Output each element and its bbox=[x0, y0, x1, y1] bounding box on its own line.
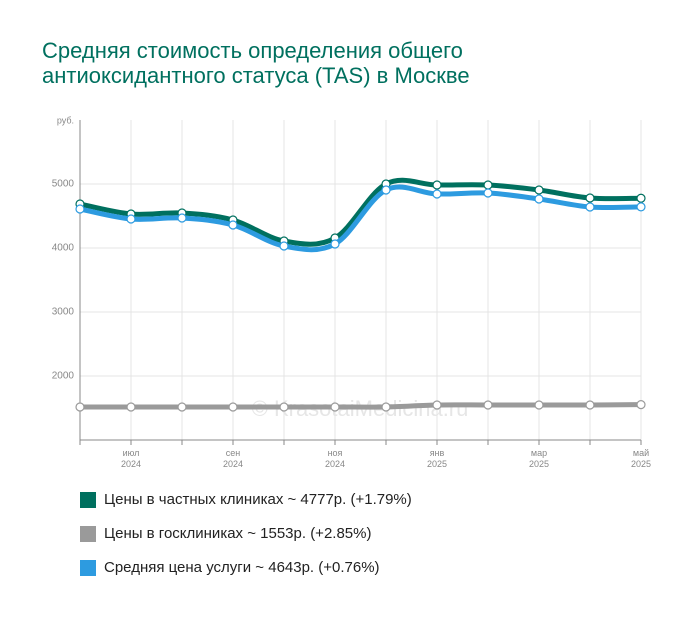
marker bbox=[534, 185, 544, 195]
legend-swatch bbox=[80, 492, 96, 508]
marker bbox=[330, 402, 340, 412]
marker bbox=[585, 202, 595, 212]
marker bbox=[585, 193, 595, 203]
legend-label: Цены в частных клиниках ~ 4777р. (+1.79%… bbox=[104, 491, 412, 508]
x-tick-label: май 2025 bbox=[631, 448, 651, 469]
line bbox=[79, 177, 642, 247]
marker bbox=[279, 402, 289, 412]
marker bbox=[177, 213, 187, 223]
marker bbox=[330, 239, 340, 249]
legend-swatch bbox=[80, 526, 96, 542]
y-tick-label: 5000 bbox=[52, 179, 75, 190]
legend-label: Цены в госклиниках ~ 1553р. (+2.85%) bbox=[104, 525, 371, 542]
y-tick-label: 2000 bbox=[52, 371, 75, 382]
x-tick-label: сен 2024 bbox=[223, 448, 243, 469]
x-tick-label: янв 2025 bbox=[427, 448, 447, 469]
marker bbox=[483, 180, 493, 190]
line bbox=[79, 184, 642, 253]
x-tick-label: июл 2024 bbox=[121, 448, 141, 469]
chart-title: Средняя стоимость определения общего bbox=[42, 38, 463, 63]
marker bbox=[534, 194, 544, 204]
marker bbox=[126, 402, 136, 412]
marker bbox=[534, 400, 544, 410]
line bbox=[79, 402, 642, 410]
x-tick-label: мар 2025 bbox=[529, 448, 549, 469]
marker bbox=[228, 220, 238, 230]
marker bbox=[177, 402, 187, 412]
marker bbox=[75, 402, 85, 412]
marker bbox=[636, 202, 646, 212]
marker bbox=[636, 400, 646, 410]
marker bbox=[228, 402, 238, 412]
marker bbox=[432, 400, 442, 410]
y-tick-label: 3000 bbox=[52, 307, 75, 318]
marker bbox=[432, 180, 442, 190]
marker bbox=[483, 400, 493, 410]
legend-swatch bbox=[80, 560, 96, 576]
marker bbox=[75, 204, 85, 214]
marker bbox=[636, 193, 646, 203]
y-tick-label: 4000 bbox=[52, 243, 75, 254]
chart-title: антиоксидантного статуса (TAS) в Москве bbox=[42, 63, 470, 88]
marker bbox=[585, 400, 595, 410]
marker bbox=[381, 402, 391, 412]
marker bbox=[432, 189, 442, 199]
marker bbox=[279, 241, 289, 251]
x-tick-label: ноя 2024 bbox=[325, 448, 345, 469]
marker bbox=[483, 188, 493, 198]
y-axis-label: руб. bbox=[57, 115, 74, 125]
marker bbox=[126, 214, 136, 224]
legend-label: Средняя цена услуги ~ 4643р. (+0.76%) bbox=[104, 559, 380, 576]
marker bbox=[381, 185, 391, 195]
